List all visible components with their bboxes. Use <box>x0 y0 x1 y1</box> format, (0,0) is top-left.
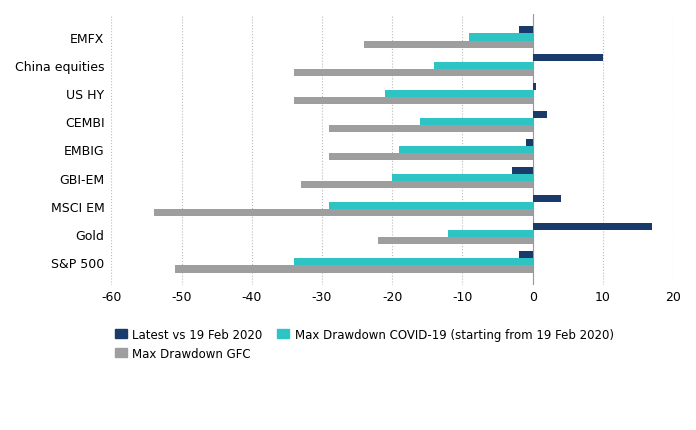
Bar <box>532 224 652 230</box>
Bar <box>532 111 546 118</box>
Bar <box>393 175 532 181</box>
Bar <box>525 139 532 147</box>
Bar <box>364 42 532 49</box>
Bar <box>400 147 532 154</box>
Bar <box>519 252 532 258</box>
Bar <box>532 83 536 90</box>
Bar <box>448 230 532 238</box>
Bar <box>532 55 603 62</box>
Bar <box>434 62 532 70</box>
Bar <box>470 34 532 41</box>
Bar <box>385 90 532 98</box>
Bar <box>294 259 532 266</box>
Bar <box>420 119 532 126</box>
Bar <box>301 182 532 189</box>
Bar <box>532 196 561 203</box>
Bar <box>512 167 532 175</box>
Bar <box>154 210 532 217</box>
Bar <box>378 238 532 245</box>
Bar <box>329 126 532 133</box>
Bar <box>329 203 532 210</box>
Bar <box>294 70 532 77</box>
Legend: Latest vs 19 Feb 2020, Max Drawdown GFC, Max Drawdown COVID-19 (starting from 19: Latest vs 19 Feb 2020, Max Drawdown GFC,… <box>110 323 618 365</box>
Bar <box>329 154 532 161</box>
Bar <box>175 266 532 273</box>
Bar <box>294 98 532 104</box>
Bar <box>519 27 532 34</box>
